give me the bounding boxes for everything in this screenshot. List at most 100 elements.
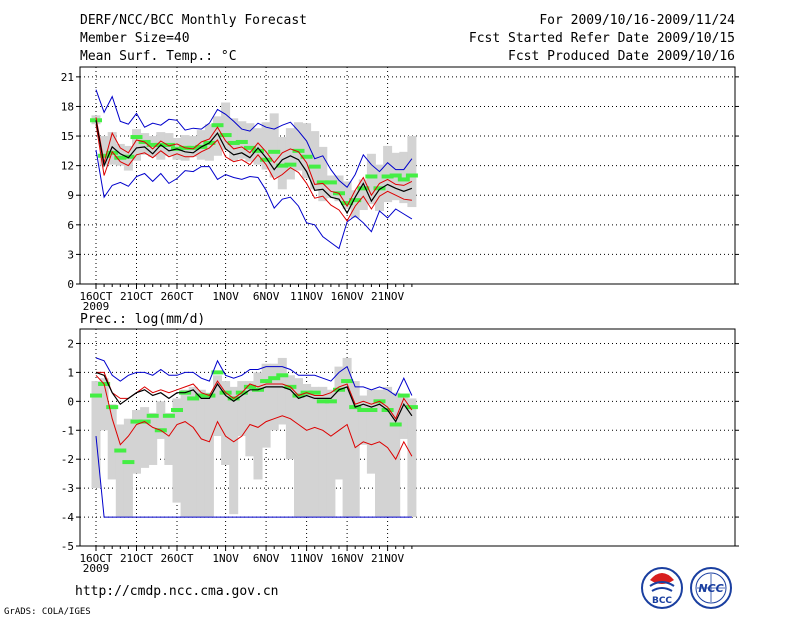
temp-box [245,123,255,162]
prec-box [326,389,336,518]
temp-ens-min-line [95,149,413,250]
temp-box [277,137,287,190]
prec-climate-mark [211,370,224,375]
temp-xtick-label: 26OCT [160,290,193,303]
prec-climate-mark [243,384,256,389]
prec-climate-mark [122,460,135,465]
prec-climate-mark [405,405,418,410]
prec-box [350,381,360,518]
temp-climate-mark [243,145,256,150]
prec-ytick-label: 0 [67,395,74,408]
prec-box [342,357,352,518]
prec-box [140,407,150,468]
temp-ytick-label: 0 [67,278,74,291]
prec-ytick-label: 1 [67,366,74,379]
prec-climate-mark [260,379,273,384]
prec-box [107,404,117,480]
prec-xtick-label: 21NOV [371,552,404,565]
temp-ens-max-line [95,89,413,189]
temp-climate-mark [405,173,418,178]
temp-climate-mark [292,148,305,153]
temp-box [383,145,393,203]
bcc-logo-label: BCC [652,596,672,606]
temp-box [221,102,231,150]
source-url: http://cmdp.ncc.cma.gov.cn [75,584,279,599]
prec-ytick-label: 2 [67,337,74,350]
temp-climate-mark [268,149,281,154]
prec-ens-max-line [95,357,413,397]
forecast-start-date: Fcst Started Refer Date 2009/10/15 [469,31,735,46]
temp-climate-mark [316,180,329,185]
temp-climate-mark [130,135,143,140]
prec-box [294,378,303,518]
temp-box [213,116,222,156]
prec-climate-mark [357,408,370,413]
prec-band-high-line [96,371,413,420]
prec-xtick-label: 11NOV [290,552,323,565]
temp-box [99,136,109,166]
temp-xtick-label: 2009 [83,300,110,313]
prec-ytick-label: -3 [61,482,74,495]
temp-xtick-label: 6NOV [253,290,280,303]
prec-box [99,378,109,431]
member-size: Member Size=40 [80,31,190,46]
prec-climate-mark [308,390,321,395]
temp-climate-mark [235,139,248,144]
grads-credit: GrADS: COLA/IGES [4,607,91,617]
prec-box [180,389,190,518]
prec-climate-mark [106,405,119,410]
prec-box [310,386,320,518]
prec-box [277,357,287,425]
prec-xtick-label: 26OCT [160,552,193,565]
ncc-logo-label: NCC [698,582,723,595]
temp-climate-mark [219,133,232,138]
prec-climate-mark [162,413,175,418]
temp-climate-mark [98,153,111,158]
temp-climate-mark [162,142,175,147]
prec-box [115,424,125,518]
prec-box [375,389,384,518]
temp-mean-line [95,120,413,215]
prec-box [407,398,417,518]
forecast-produced-date: Fcst Produced Date 2009/10/16 [508,49,735,64]
temp-box [407,136,417,208]
prec-xtick-label: 1NOV [212,552,239,565]
prec-box [123,418,133,518]
prec-climate-mark [397,393,410,398]
prec-mean-line [95,371,413,423]
prec-box [164,412,174,465]
prec-box [172,398,182,503]
temp-climate-mark [365,174,378,179]
temp-ytick-label: 21 [61,71,74,84]
temp-box [285,128,295,180]
temp-climate-mark [349,198,362,203]
temp-climate-mark [373,186,386,191]
temp-climate-mark [300,154,313,159]
ncc-logo: NCC [690,567,732,609]
temp-climate-mark [146,142,159,147]
temp-box [302,123,312,179]
temp-xtick-label: 16NOV [331,290,364,303]
temp-climate-mark [260,157,273,162]
prec-box [334,366,344,480]
temp-band-low-line [95,124,412,222]
prec-xtick-label: 21OCT [120,552,153,565]
prec-box [253,372,263,480]
temp-box [261,122,271,170]
temp-climate-mark [284,162,297,167]
prec-box [148,412,158,465]
prec-box [383,386,393,518]
temp-climate-mark [324,180,337,185]
prec-ens-min-line [95,436,412,518]
prec-box [245,381,255,457]
temp-frame [79,66,736,285]
prec-ytick-label: -2 [61,453,74,466]
prec-climate-mark [195,393,208,398]
prec-climate-mark [114,448,127,453]
prec-band-low-line [95,374,413,461]
temp-box [294,122,303,171]
prec-ytick-label: -5 [61,540,74,553]
temp-climate-mark [227,140,240,145]
temp-climate-mark [187,145,200,150]
